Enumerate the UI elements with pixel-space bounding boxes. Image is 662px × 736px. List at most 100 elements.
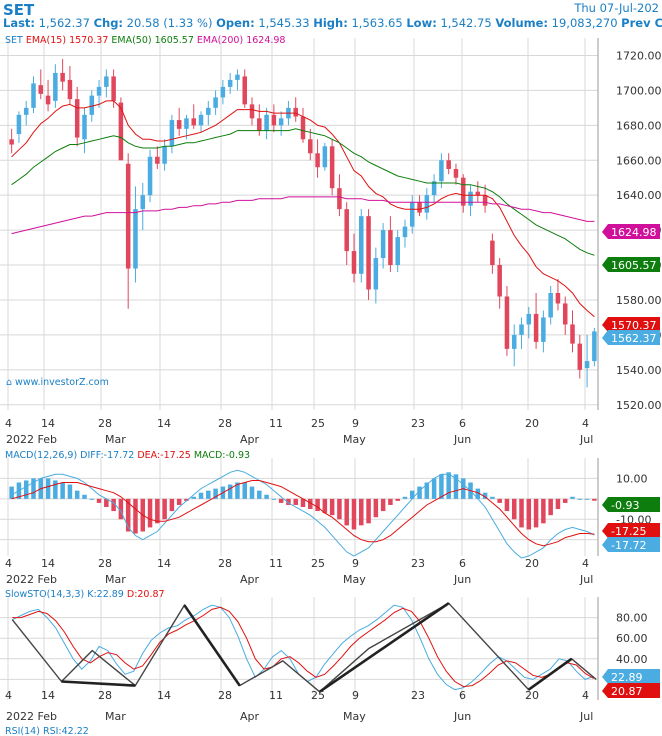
- macd-bar: [286, 498, 291, 505]
- macd-bar: [577, 498, 583, 500]
- candle-body: [220, 86, 226, 98]
- candle-body: [125, 163, 131, 269]
- datetime-label: Thu 07-Jul-202: [573, 1, 659, 15]
- x-month-label: 2022 Feb: [6, 710, 57, 723]
- stoch-zigzag-bold: [61, 680, 136, 687]
- candle-body: [45, 95, 51, 105]
- macd-bar: [351, 498, 357, 530]
- macd-tag-box: [608, 537, 660, 552]
- macd-bar: [424, 482, 430, 499]
- x-month-label: May: [343, 710, 366, 723]
- candle-body: [16, 114, 22, 135]
- candle-body: [511, 334, 517, 349]
- x-tick-label: 28: [218, 689, 232, 702]
- stoch-legend: SlowSTO(14,3,3) K:22.89 D:20.87: [5, 589, 165, 600]
- macd-bar: [176, 498, 182, 505]
- x-month-label: Jul: [579, 710, 593, 723]
- legend-item: DIFF:-17.72: [80, 450, 137, 461]
- candle-body: [184, 118, 189, 129]
- candle-body: [300, 116, 306, 140]
- candle-body: [242, 76, 247, 105]
- macd-bar: [206, 490, 211, 499]
- candle-body: [584, 361, 590, 369]
- candle-body: [410, 202, 415, 227]
- x-tick-label: 11: [269, 417, 283, 430]
- candle-body: [519, 324, 524, 335]
- macd-bar: [96, 498, 102, 503]
- macd-bar: [300, 498, 306, 507]
- candle-body: [359, 216, 364, 274]
- x-tick-label: 6: [459, 689, 466, 702]
- candle-body: [89, 95, 95, 115]
- candle-body: [162, 146, 167, 164]
- y-tick-label: 1700.00: [616, 84, 662, 97]
- candle-body: [140, 195, 146, 210]
- x-tick-label: 14: [157, 557, 171, 570]
- macd-bar: [293, 498, 298, 505]
- x-month-label: 2022 Feb: [6, 433, 57, 446]
- candle-body: [402, 226, 408, 238]
- x-tick-label: 9: [352, 689, 359, 702]
- y-tick-label: 40.00: [616, 653, 648, 666]
- macd-bar: [315, 498, 320, 512]
- candle-body: [104, 76, 109, 87]
- macd-bar: [118, 498, 124, 520]
- macd-bar: [155, 498, 160, 524]
- y-tick-label: 60.00: [616, 632, 648, 645]
- candle-body: [118, 102, 124, 161]
- candle-body: [577, 343, 583, 370]
- x-month-label: May: [343, 433, 366, 446]
- candle-body: [468, 191, 473, 206]
- y-tick-label: 1540.00: [616, 364, 662, 377]
- price-tag: 1570.37: [611, 319, 657, 332]
- macd-bar: [235, 482, 240, 499]
- candle-body: [329, 146, 335, 189]
- macd-bar: [191, 496, 196, 499]
- macd-bar: [89, 498, 95, 500]
- candle-body: [504, 296, 510, 349]
- x-tick-label: 4: [582, 417, 589, 430]
- main-legend: SET EMA(15) 1570.37 EMA(50) 1605.57 EMA(…: [5, 35, 285, 46]
- macd-bar: [417, 486, 422, 499]
- x-tick-label: 4: [5, 417, 12, 430]
- candle-body: [213, 97, 218, 108]
- macd-bar: [329, 498, 335, 516]
- x-month-label: Jun: [453, 433, 471, 446]
- x-month-label: Jul: [579, 433, 593, 446]
- x-month-label: Apr: [240, 573, 260, 586]
- candle-body: [315, 153, 320, 168]
- x-tick-label: 11: [269, 689, 283, 702]
- macd-bar: [53, 480, 58, 499]
- candle-body: [155, 156, 160, 164]
- candle-body: [206, 107, 211, 115]
- macd-tag-arrow: [602, 497, 608, 512]
- candle-body: [453, 168, 459, 178]
- legend-item: 1570.37: [69, 35, 111, 46]
- macd-bar: [111, 498, 116, 512]
- x-month-label: May: [343, 573, 366, 586]
- x-tick-label: 20: [525, 417, 539, 430]
- candle-body: [67, 79, 73, 100]
- macd-bar: [584, 498, 590, 500]
- x-tick-label: 28: [218, 557, 232, 570]
- macd-bar: [439, 474, 444, 499]
- macd-bar: [373, 498, 379, 518]
- legend-item: MACD(12,26,9): [5, 450, 80, 461]
- macd-bar: [271, 498, 277, 500]
- macd-bar: [322, 498, 328, 514]
- candle-body: [366, 216, 371, 290]
- candle-body: [111, 76, 116, 101]
- quote-value: 1,545.33: [255, 16, 314, 30]
- quote-label: Prev Clos: [621, 16, 662, 30]
- quote-value: 1,542.75: [437, 16, 496, 30]
- stoch-zigzag-bold: [318, 602, 450, 693]
- candle-body: [191, 118, 196, 126]
- x-tick-label: 11: [269, 557, 283, 570]
- macd-bar: [249, 486, 255, 499]
- macd-bar: [344, 498, 349, 526]
- quote-label: Low:: [406, 16, 436, 30]
- macd-legend: MACD(12,26,9) DIFF:-17.72 DEA:-17.25 MAC…: [5, 450, 250, 461]
- candle-body: [482, 195, 488, 206]
